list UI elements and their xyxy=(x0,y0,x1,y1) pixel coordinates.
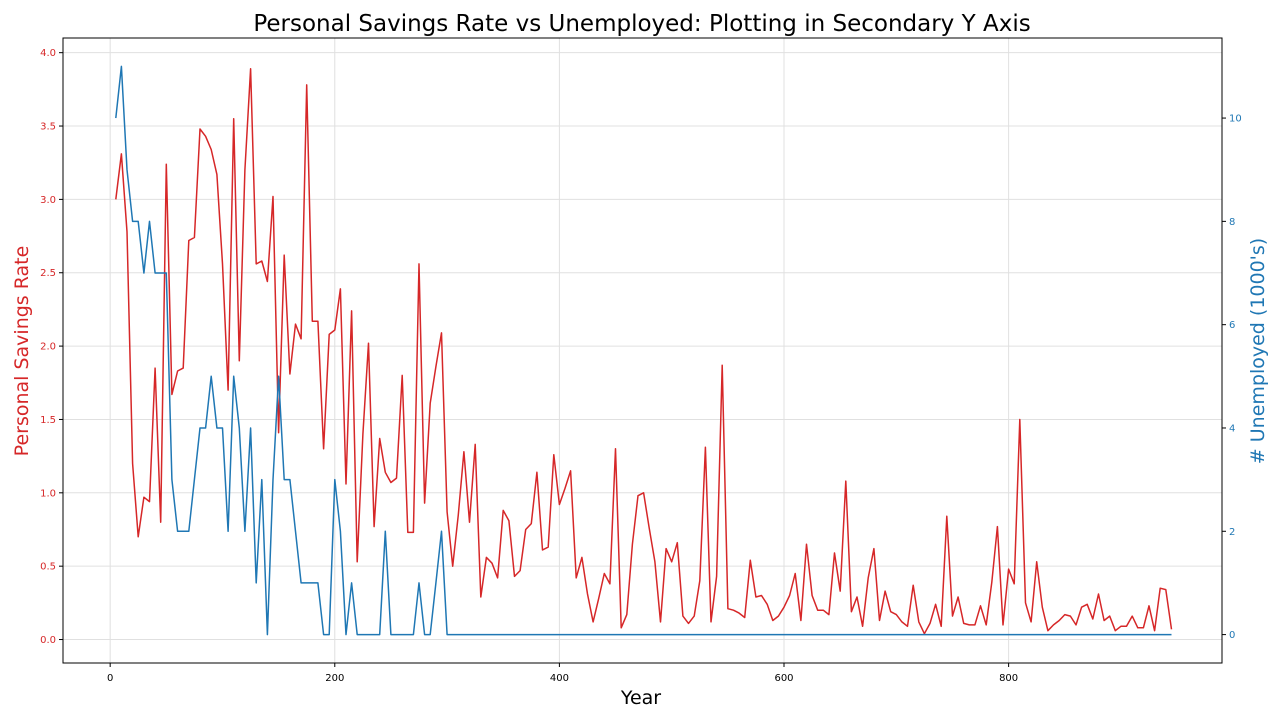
y-right-tick-label: 4 xyxy=(1229,423,1235,434)
y-left-tick-label: 2.5 xyxy=(40,268,56,279)
x-tick-label: 600 xyxy=(774,673,793,684)
y-left-tick-label: 4.0 xyxy=(40,48,56,59)
series-line-savings-rate xyxy=(115,68,1173,635)
y-left-tick-label: 3.5 xyxy=(40,122,56,133)
x-tick-label: 0 xyxy=(107,673,113,684)
series-line-unemployed xyxy=(115,65,1172,636)
x-tick-label: 400 xyxy=(550,673,569,684)
series-layer xyxy=(115,65,1173,636)
x-tick-label: 800 xyxy=(999,673,1018,684)
plot-frame xyxy=(62,37,1223,664)
y-right-tick-label: 6 xyxy=(1229,320,1235,331)
y-axis-left-label: Personal Savings Rate xyxy=(11,246,33,457)
y-left-tick-label: 1.0 xyxy=(40,488,56,499)
x-tick-label: 200 xyxy=(325,673,344,684)
chart-title: Personal Savings Rate vs Unemployed: Plo… xyxy=(253,11,1030,37)
y-axis-right-label: # Unemployed (1000's) xyxy=(1247,238,1269,464)
y-left-tick-label: 3.0 xyxy=(40,195,56,206)
grid-lines xyxy=(63,38,1222,663)
axis-ticks: 0 200 400 600 800 0.0 0.5 1.0 1.5 2.0 2.5 3.0 3.5 4.0… xyxy=(40,48,1242,684)
y-left-tick-label: 1.5 xyxy=(40,415,56,426)
y-left-tick-label: 0.5 xyxy=(40,562,56,573)
x-axis-label: Year xyxy=(620,687,661,709)
y-right-tick-label: 0 xyxy=(1229,630,1235,641)
y-right-tick-label: 8 xyxy=(1229,217,1235,228)
y-left-tick-label: 2.0 xyxy=(40,342,56,353)
y-left-tick-label: 0.0 xyxy=(40,635,56,646)
y-right-tick-label: 10 xyxy=(1229,114,1242,125)
y-right-tick-label: 2 xyxy=(1229,527,1235,538)
